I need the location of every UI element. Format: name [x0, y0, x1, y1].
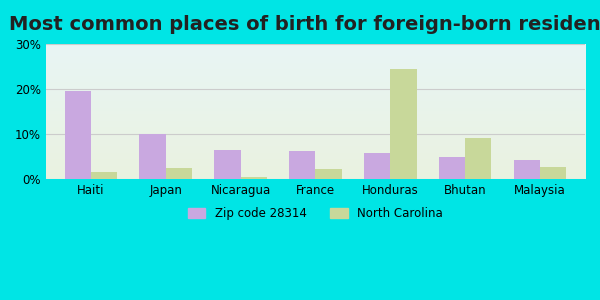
Bar [91, 172, 117, 179]
Bar [166, 168, 192, 179]
Bar [364, 153, 391, 179]
Bar [439, 157, 465, 179]
Bar [166, 168, 192, 179]
Bar [364, 153, 391, 179]
Bar [514, 160, 540, 179]
Bar [465, 138, 491, 179]
Bar [316, 169, 341, 179]
Bar [91, 172, 117, 179]
Bar [439, 157, 465, 179]
Bar [289, 151, 316, 179]
Bar [65, 91, 91, 179]
Bar [241, 177, 267, 179]
Bar [316, 169, 341, 179]
Bar [65, 91, 91, 179]
Bar [214, 150, 241, 179]
Legend: Zip code 28314, North Carolina: Zip code 28314, North Carolina [183, 202, 448, 225]
Bar [540, 167, 566, 179]
Bar [391, 69, 416, 179]
Title: Most common places of birth for foreign-born residents: Most common places of birth for foreign-… [9, 15, 600, 34]
Bar [241, 177, 267, 179]
Bar [540, 167, 566, 179]
Bar [465, 138, 491, 179]
Bar [139, 134, 166, 179]
Bar [289, 151, 316, 179]
Bar [139, 134, 166, 179]
Bar [214, 150, 241, 179]
Bar [391, 69, 416, 179]
Bar [514, 160, 540, 179]
